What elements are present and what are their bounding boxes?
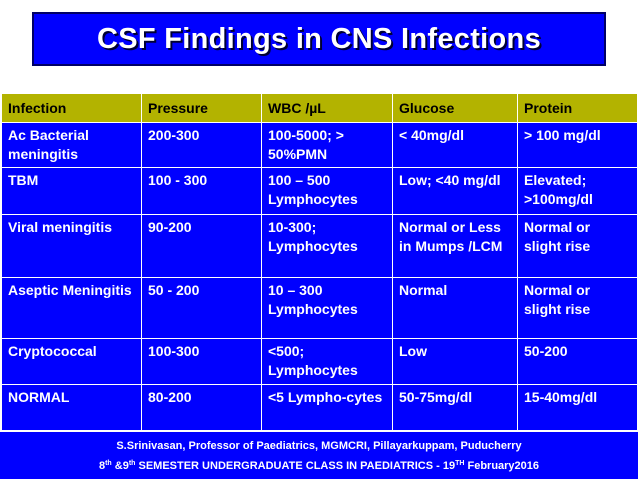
footer-date: February2016 bbox=[464, 460, 540, 472]
csf-findings-table: Infection Pressure WBC /µL Glucose Prote… bbox=[1, 93, 638, 431]
footer-class-text: SEMESTER UNDERGRADUATE CLASS IN PAEDIATR… bbox=[135, 460, 456, 472]
footer-sup-th-1: th bbox=[105, 460, 112, 467]
cell-infection: Aseptic Meningitis bbox=[1, 277, 142, 339]
cell-pressure: 90-200 bbox=[141, 214, 262, 278]
footer-class-line: 8th &9th SEMESTER UNDERGRADUATE CLASS IN… bbox=[0, 455, 638, 475]
slide-title: CSF Findings in CNS Infections bbox=[97, 22, 541, 55]
cell-protein: > 100 mg/dl bbox=[517, 122, 638, 168]
table-row: Viral meningitis 90-200 10-300; Lymphocy… bbox=[1, 214, 638, 278]
title-banner: CSF Findings in CNS Infections bbox=[32, 12, 606, 66]
table-row: Ac Bacterial meningitis 200-300 100-5000… bbox=[1, 122, 638, 168]
cell-infection: NORMAL bbox=[1, 384, 142, 431]
cell-glucose: 50-75mg/dl bbox=[392, 384, 518, 431]
table-row: NORMAL 80-200 <5 Lympho-cytes 50-75mg/dl… bbox=[1, 384, 638, 431]
cell-glucose: Low; <40 mg/dl bbox=[392, 167, 518, 215]
cell-wbc: <5 Lympho-cytes bbox=[261, 384, 393, 431]
footer-semester-num-2: &9 bbox=[111, 460, 129, 472]
table-row: Cryptococcal 100-300 <500; Lymphocytes L… bbox=[1, 338, 638, 385]
cell-protein: 15-40mg/dl bbox=[517, 384, 638, 431]
footer-banner: S.Srinivasan, Professor of Paediatrics, … bbox=[0, 432, 638, 479]
cell-protein: 50-200 bbox=[517, 338, 638, 385]
table-header-row: Infection Pressure WBC /µL Glucose Prote… bbox=[1, 93, 638, 123]
cell-glucose: Low bbox=[392, 338, 518, 385]
cell-pressure: 200-300 bbox=[141, 122, 262, 168]
cell-protein: Normal or slight rise bbox=[517, 214, 638, 278]
header-protein: Protein bbox=[517, 93, 638, 123]
header-wbc: WBC /µL bbox=[261, 93, 393, 123]
cell-protein: Normal or slight rise bbox=[517, 277, 638, 339]
cell-glucose: Normal bbox=[392, 277, 518, 339]
cell-wbc: <500; Lymphocytes bbox=[261, 338, 393, 385]
header-glucose: Glucose bbox=[392, 93, 518, 123]
footer-sup-th-2: th bbox=[128, 460, 136, 467]
cell-infection: Viral meningitis bbox=[1, 214, 142, 278]
cell-wbc: 100 – 500 Lymphocytes bbox=[261, 167, 393, 215]
footer-sup-th-3: TH bbox=[455, 460, 465, 467]
cell-wbc: 100-5000; > 50%PMN bbox=[261, 122, 393, 168]
table-row: TBM 100 - 300 100 – 500 Lymphocytes Low;… bbox=[1, 167, 638, 215]
header-infection: Infection bbox=[1, 93, 142, 123]
cell-infection: TBM bbox=[1, 167, 142, 215]
cell-pressure: 100-300 bbox=[141, 338, 262, 385]
cell-wbc: 10-300; Lymphocytes bbox=[261, 214, 393, 278]
cell-pressure: 50 - 200 bbox=[141, 277, 262, 339]
cell-pressure: 100 - 300 bbox=[141, 167, 262, 215]
cell-glucose: Normal or Less in Mumps /LCM bbox=[392, 214, 518, 278]
cell-glucose: < 40mg/dl bbox=[392, 122, 518, 168]
cell-infection: Cryptococcal bbox=[1, 338, 142, 385]
footer-author-line: S.Srinivasan, Professor of Paediatrics, … bbox=[116, 440, 522, 452]
cell-pressure: 80-200 bbox=[141, 384, 262, 431]
table-row: Aseptic Meningitis 50 - 200 10 – 300 Lym… bbox=[1, 277, 638, 339]
cell-infection: Ac Bacterial meningitis bbox=[1, 122, 142, 168]
cell-protein: Elevated; >100mg/dl bbox=[517, 167, 638, 215]
header-pressure: Pressure bbox=[141, 93, 262, 123]
cell-wbc: 10 – 300 Lymphocytes bbox=[261, 277, 393, 339]
footer-semester-num-1: 8 bbox=[98, 460, 106, 472]
